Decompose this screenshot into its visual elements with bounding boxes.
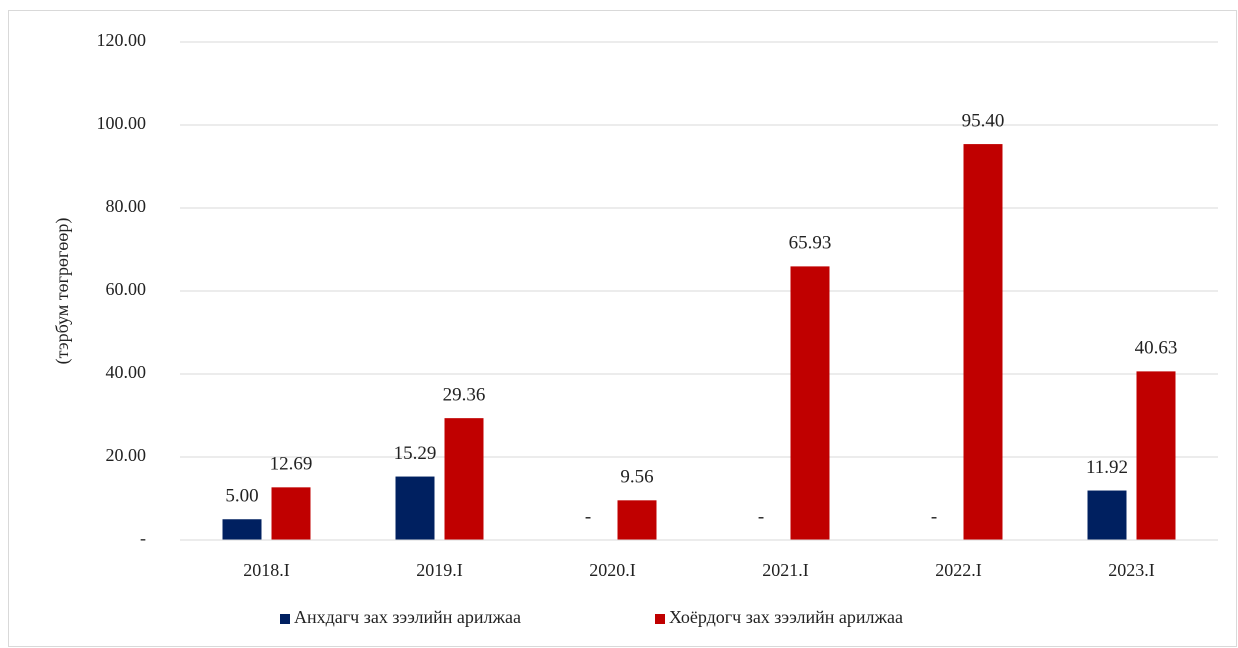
- y-tick-label: 80.00: [106, 196, 147, 216]
- x-tick-label: 2023.I: [1108, 560, 1155, 580]
- data-label: 12.69: [270, 454, 313, 475]
- data-label: 29.36: [443, 385, 486, 406]
- bar: [1087, 490, 1127, 540]
- y-axis-label: (тэрбум төгрөгөөр): [52, 218, 73, 365]
- bar: [444, 418, 484, 540]
- x-tick-label: 2019.I: [416, 560, 463, 580]
- data-label: 5.00: [225, 486, 258, 507]
- data-label: 15.29: [394, 443, 437, 464]
- y-tick-label: 60.00: [106, 279, 147, 299]
- y-tick-label: 100.00: [97, 113, 147, 133]
- bar: [222, 519, 262, 540]
- y-tick-label: 120.00: [97, 30, 147, 50]
- bar: [617, 500, 657, 540]
- data-label: -: [758, 506, 764, 527]
- legend-swatch: [280, 614, 290, 624]
- legend-label: Хоёрдогч зах зээлийн арилжаа: [669, 607, 903, 627]
- legend-swatch: [655, 614, 665, 624]
- y-tick-label: 40.00: [106, 362, 147, 382]
- data-label: 65.93: [789, 233, 832, 254]
- data-label: -: [931, 506, 937, 527]
- x-tick-label: 2020.I: [589, 560, 636, 580]
- bar: [1136, 371, 1176, 540]
- data-label: 9.56: [620, 467, 653, 488]
- y-tick-label: -: [140, 528, 146, 548]
- x-tick-label: 2018.I: [243, 560, 290, 580]
- bar: [395, 476, 435, 540]
- x-tick-label: 2021.I: [762, 560, 809, 580]
- bar: [963, 144, 1003, 540]
- data-label: 11.92: [1086, 457, 1128, 478]
- data-label: -: [585, 506, 591, 527]
- chart-border: [8, 10, 1237, 647]
- y-tick-label: 20.00: [106, 445, 147, 465]
- bar: [271, 487, 311, 540]
- data-label: 95.40: [962, 110, 1005, 131]
- legend-label: Анхдагч зах зээлийн арилжаа: [294, 607, 521, 627]
- bar: [790, 266, 830, 540]
- data-label: 40.63: [1135, 338, 1178, 359]
- x-tick-label: 2022.I: [935, 560, 982, 580]
